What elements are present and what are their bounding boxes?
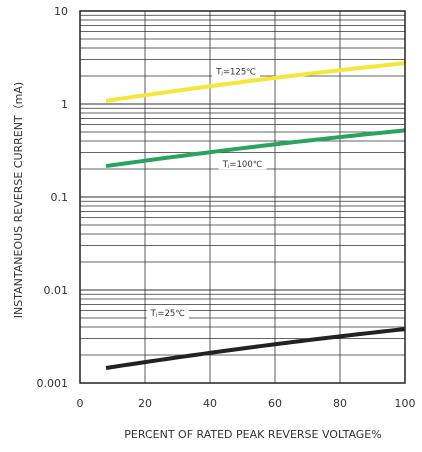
y-tick-label: 0.001 — [37, 377, 69, 390]
x-tick-label: 80 — [333, 397, 347, 410]
x-tick-label: 60 — [268, 397, 282, 410]
series-group — [105, 61, 406, 370]
x-axis-label: PERCENT OF RATED PEAK REVERSE VOLTAGE% — [124, 428, 381, 441]
x-tick-label: 0 — [77, 397, 84, 410]
plot-frame — [79, 10, 406, 384]
x-tick-label: 40 — [203, 397, 217, 410]
series-labels: Tⱼ=125℃ Tⱼ=100℃ Tⱼ=25℃ — [146, 65, 267, 319]
x-tick-label: 20 — [138, 397, 152, 410]
y-tick-label: 1 — [61, 98, 68, 111]
y-axis-label: INSTANTANEOUS REVERSE CURRENT（mA) — [12, 82, 25, 318]
series-line — [105, 61, 406, 103]
series-label-background — [212, 65, 260, 78]
series-line — [105, 128, 406, 169]
x-axis-ticks: 0 20 40 60 80 100 — [77, 397, 416, 410]
series-label-background — [146, 306, 189, 319]
series-label: Tⱼ=100℃ — [218, 157, 267, 170]
y-tick-label: 10 — [54, 5, 68, 18]
series-label-text: Tⱼ=100℃ — [222, 160, 263, 170]
series-line — [105, 327, 406, 370]
y-tick-label: 0.01 — [44, 284, 69, 297]
y-axis-ticks: 0.001 0.01 0.1 1 10 — [37, 5, 69, 390]
series-label: Tⱼ=125℃ — [212, 65, 260, 78]
series-label: Tⱼ=25℃ — [146, 306, 189, 319]
x-tick-label: 100 — [395, 397, 416, 410]
y-tick-label: 0.1 — [51, 191, 69, 204]
series-label-background — [218, 157, 267, 170]
series-label-text: Tⱼ=125℃ — [215, 68, 256, 78]
series-label-text: Tⱼ=25℃ — [150, 309, 186, 319]
